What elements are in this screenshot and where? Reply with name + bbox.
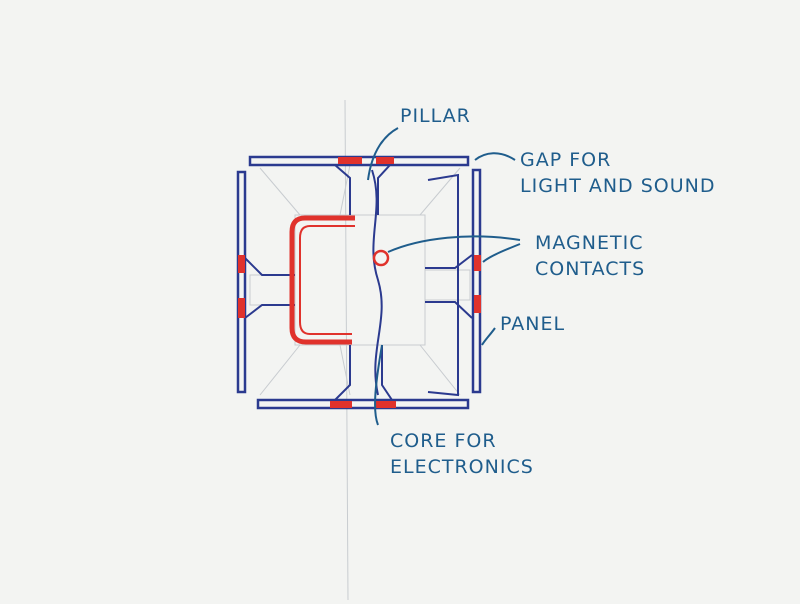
core-divider: [371, 169, 383, 396]
magnetic-contacts: [238, 157, 481, 408]
label-core-line2: ELECTRONICS: [390, 456, 534, 478]
label-core: CORE FOR ELECTRONICS: [390, 428, 534, 480]
bottom-panel: [256, 398, 470, 410]
left-panel: [236, 170, 247, 394]
electronics-core: [289, 215, 355, 345]
leader-lines: [367, 127, 521, 426]
top-pillar: [334, 164, 391, 215]
pencil-guidelines: [249, 99, 471, 601]
label-gap: GAP FOR LIGHT AND SOUND: [520, 147, 716, 199]
label-magnetic-line1: MAGNETIC: [535, 232, 644, 254]
bottom-pillar: [334, 345, 393, 401]
label-gap-line2: LIGHT AND SOUND: [520, 175, 716, 197]
label-pillar: PILLAR: [400, 105, 471, 127]
left-pillar: [244, 257, 295, 319]
core-leader: [374, 344, 383, 426]
right-panel: [471, 168, 482, 394]
panels: [236, 155, 482, 410]
gap-leader: [474, 152, 516, 161]
magnetic-contact-ring: [372, 249, 390, 267]
label-panel: PANEL: [500, 313, 566, 335]
magnetic-leader-1: [387, 235, 521, 253]
label-gap-line1: GAP FOR: [520, 149, 612, 171]
right-pillar: [425, 254, 473, 319]
label-magnetic-line2: CONTACTS: [535, 258, 646, 280]
magnetic-leader-2: [482, 243, 521, 263]
pillar-leader: [367, 127, 399, 181]
panel-leader: [481, 327, 496, 346]
pillars: [244, 164, 473, 401]
label-magnetic-contacts: MAGNETIC CONTACTS: [535, 230, 645, 282]
label-core-line1: CORE FOR: [390, 430, 497, 452]
